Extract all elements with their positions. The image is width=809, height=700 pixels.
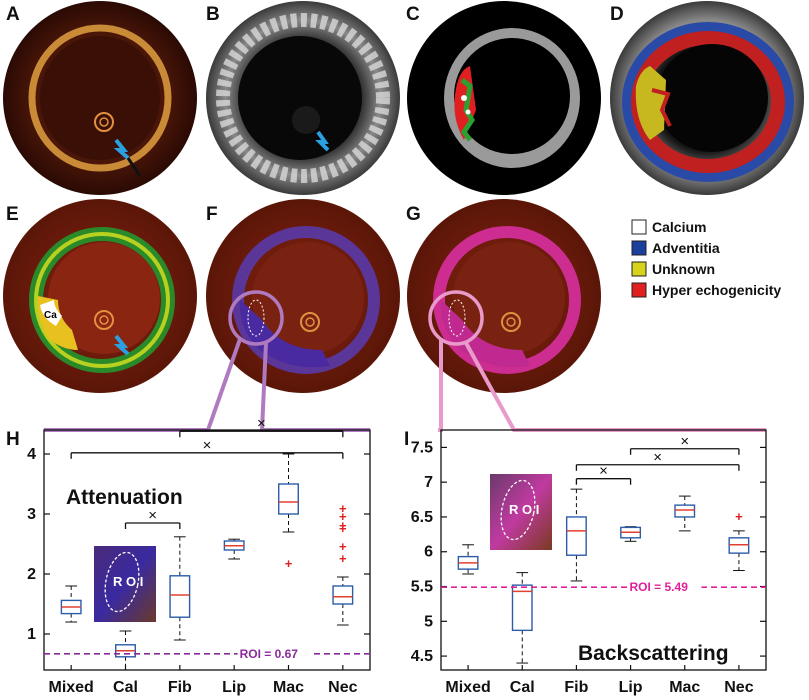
legend-label-2: Unknown (652, 261, 715, 277)
legend-swatch-2 (631, 261, 647, 277)
chart-title: Backscattering (578, 642, 729, 665)
outlier-5-0: + (339, 551, 347, 566)
significance-mark-0: × (599, 463, 608, 480)
panel-label-e: E (6, 204, 19, 225)
y-tick-label-3: 4 (27, 446, 36, 463)
box-2 (169, 575, 191, 618)
box-4 (674, 504, 696, 518)
significance-mark-2: × (257, 415, 266, 432)
y-tick-label-1: 2 (27, 566, 36, 583)
category-label-3: Lip (222, 679, 246, 696)
roi-inset-h: R O I (94, 546, 156, 622)
legend-swatch-0 (631, 219, 647, 235)
box-4 (278, 483, 299, 515)
outlier-5-3: + (339, 518, 347, 533)
y-tick-label-0: 1 (27, 626, 36, 643)
category-label-1: Cal (510, 679, 535, 696)
significance-mark-0: × (148, 507, 157, 524)
panel-a-oct-image (3, 1, 197, 195)
panel-d-overlay-image (610, 1, 804, 195)
legend-label-0: Calcium (652, 219, 706, 235)
category-label-0: Mixed (48, 679, 93, 696)
significance-mark-2: × (680, 433, 689, 450)
box-5 (332, 585, 354, 605)
y-tick-label-1: 5 (424, 613, 433, 630)
panel-g-backscatter-image (407, 199, 601, 393)
calcium-tag: Ca (44, 310, 57, 321)
panel-e-segmented-oct-image (3, 199, 197, 393)
panel-label-c: C (406, 4, 420, 25)
roi-inset-label-h: R O I (113, 574, 143, 589)
box-1 (511, 584, 533, 632)
roi-inset-i: R O I (490, 474, 552, 550)
panel-label-g: G (406, 204, 421, 225)
panel-label-f: F (206, 204, 218, 225)
outlier-5-2: + (339, 521, 347, 536)
category-label-3: Lip (619, 679, 643, 696)
outlier-5-4: + (339, 509, 347, 524)
legend-swatch-1 (631, 240, 647, 256)
category-label-4: Mac (273, 679, 304, 696)
panel-label-d: D (610, 4, 624, 25)
chart-title: Attenuation (66, 486, 183, 509)
plot-frame (43, 429, 371, 671)
outlier-5-5: + (339, 501, 347, 516)
category-label-5: Nec (724, 679, 753, 696)
y-tick-label-4: 6.5 (411, 509, 433, 526)
y-tick-label-2: 3 (27, 506, 36, 523)
y-tick-label-2: 5.5 (411, 579, 433, 596)
category-label-5: Nec (328, 679, 357, 696)
y-tick-label-6: 7.5 (411, 439, 433, 456)
y-tick-label-3: 6 (424, 544, 433, 561)
legend-label-1: Adventitia (652, 240, 720, 256)
panel-label-b: B (206, 4, 220, 25)
category-label-4: Mac (669, 679, 700, 696)
panel-b-ivus-image (206, 1, 400, 195)
significance-mark-1: × (653, 449, 662, 466)
roi-inset-label-i: R O I (509, 502, 539, 517)
roi-threshold-label: ROI = 5.49 (630, 580, 689, 594)
plot-frame (440, 429, 767, 671)
legend-swatch-3 (631, 282, 647, 298)
panel-c-segmentation-image (407, 1, 601, 195)
outlier-5-1: + (339, 539, 347, 554)
outlier-4-0: + (285, 556, 293, 571)
panel-label-i: I (404, 429, 409, 450)
roi-label-background (237, 644, 312, 660)
legend: Calcium Adventitia Unknown Hyper echogenici… (631, 219, 781, 298)
panel-label-h: H (6, 429, 20, 450)
category-label-1: Cal (113, 679, 138, 696)
y-tick-label-0: 4.5 (411, 648, 433, 665)
category-label-2: Fib (564, 679, 588, 696)
chart-backscattering: 4.5 5 5.5 6 6.5 7 7.5 Mixed Cal Fib Lip Mac Nec + × × × R… (411, 429, 767, 696)
panel-label-a: A (6, 4, 20, 25)
panel-f-attenuation-image (206, 199, 400, 393)
roi-label-background (627, 578, 702, 594)
outlier-5-0: + (735, 509, 743, 524)
legend-label-3: Hyper echogenicity (652, 282, 781, 298)
category-label-2: Fib (168, 679, 192, 696)
box-2 (565, 516, 587, 556)
significance-mark-1: × (203, 437, 212, 454)
category-label-0: Mixed (445, 679, 490, 696)
panel-letters: A B C D E F G H I (6, 4, 624, 450)
roi-threshold-label: ROI = 0.67 (240, 647, 299, 661)
y-tick-label-5: 7 (424, 474, 433, 491)
